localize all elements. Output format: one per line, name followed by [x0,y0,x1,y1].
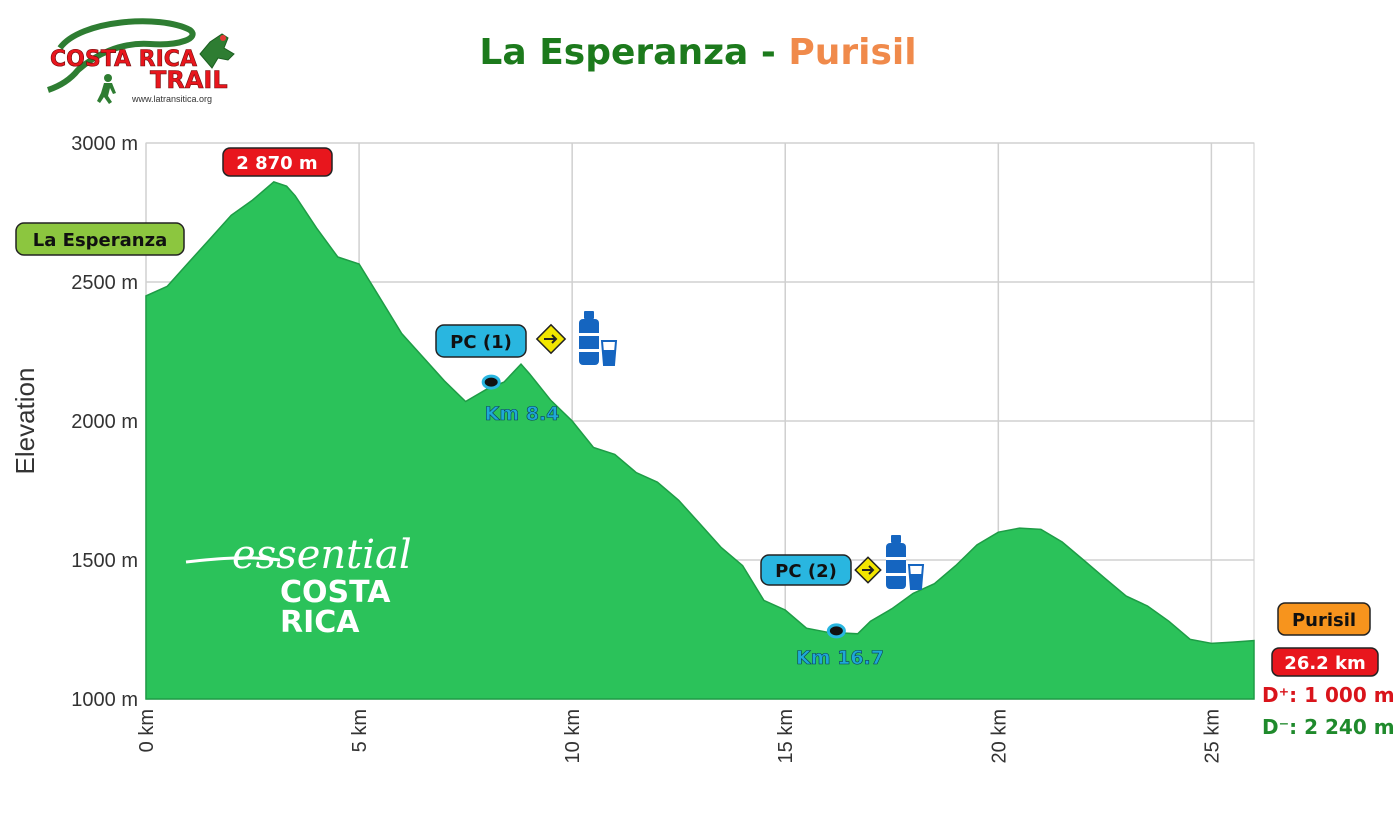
end-label: Purisil [1292,610,1356,631]
y-tick-label: 2500 m [71,272,138,294]
logo-url: www.latransitica.org [131,94,212,104]
start-badge: La Esperanza [15,222,185,256]
y-axis-label: Elevation [10,368,40,475]
end-badge: Purisil [1277,602,1371,636]
start-label: La Esperanza [33,230,167,251]
title-start: La Esperanza [479,32,748,73]
water-bottle-icon [886,535,906,589]
direction-sign-icon [535,323,567,355]
y-tick-label: 3000 m [71,133,138,155]
x-tick-label: 10 km [562,709,584,763]
x-tick-label: 15 km [775,709,797,763]
watermark-line1: COSTA [280,575,391,610]
frog-icon [199,33,235,69]
water-bottle-icon [579,311,599,365]
title-separator: - [748,32,788,73]
peak-label: 2 870 m [236,153,317,174]
logo-line2: TRAIL [150,66,228,94]
x-tick-label: 25 km [1201,709,1223,763]
logo-line1: COSTA RICA [50,47,197,72]
distance-label: 26.2 km [1284,653,1365,674]
water-glass-icon [907,564,925,590]
x-tick-label: 20 km [988,709,1010,763]
y-axis: 1000 m 1500 m 2000 m 2500 m 3000 m [71,133,138,711]
costa-rica-trail-logo: COSTA RICA TRAIL www.latransitica.org [47,18,235,104]
watermark-swoosh-icon [185,556,281,564]
runner-icon [97,74,116,104]
y-tick-label: 1500 m [71,550,138,572]
checkpoint-2: PC (2) Km 16.7 [760,535,925,669]
checkpoint-2-label: PC (2) [775,561,837,582]
distance-badge: 26.2 km [1271,647,1379,677]
checkpoint-2-km: Km 16.7 [796,647,884,669]
essential-costa-rica-watermark: essential COSTA RICA [185,532,412,640]
peak-badge: 2 870 m [222,147,333,177]
checkpoint-1-km: Km 8.4 [485,403,560,425]
annotations: 2 870 m La Esperanza Purisil 26.2 km D⁺:… [15,147,1395,739]
d-plus-label: D⁺: 1 000 m [1262,683,1395,707]
frog-eye-icon [220,35,226,41]
logo-swoosh-icon [47,18,196,93]
y-tick-label: 2000 m [71,411,138,433]
x-axis: 0 km 5 km 10 km 15 km 20 km 25 km [136,709,1223,763]
d-minus-label: D⁻: 2 240 m [1262,715,1395,739]
checkpoint-2-marker [826,623,846,639]
checkpoint-1-marker [481,374,501,390]
elevation-area [145,181,1255,700]
x-tick-label: 5 km [349,709,371,752]
watermark-line2: RICA [280,605,360,640]
y-tick-label: 1000 m [71,689,138,711]
chart-title: La Esperanza - Purisil [479,32,916,73]
watermark-script: essential [232,532,412,578]
direction-sign-icon [854,556,882,584]
title-end: Purisil [788,32,916,73]
x-tick-label: 0 km [136,709,158,752]
plot-area: 1000 m 1500 m 2000 m 2500 m 3000 m 0 km 5 km 1… [71,133,1255,763]
checkpoint-1: PC (1) Km 8.4 [435,311,618,425]
checkpoint-1-label: PC (1) [450,332,512,353]
water-glass-icon [600,340,618,366]
